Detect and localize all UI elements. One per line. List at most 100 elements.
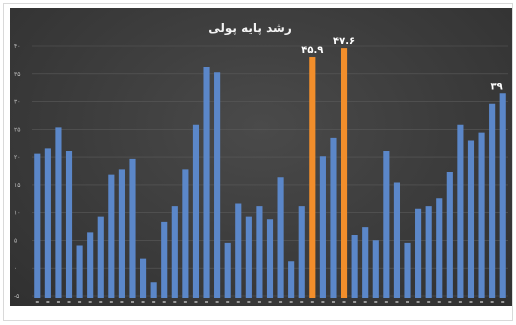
x-tick-mark (289, 301, 293, 303)
bar (256, 206, 263, 299)
x-tick-mark (395, 301, 399, 303)
y-tick-label: ۲۰ (14, 154, 20, 161)
bar (489, 103, 496, 298)
bar (129, 158, 136, 299)
data-label: ۳۹ (490, 81, 502, 92)
bar (140, 258, 147, 299)
bar (288, 261, 295, 298)
bar (446, 172, 453, 298)
x-axis-ticks (35, 301, 505, 303)
bar (393, 182, 401, 298)
y-tick-label: ۳۰ (14, 99, 20, 106)
x-tick-mark (437, 301, 441, 303)
bar (351, 235, 358, 298)
x-tick-mark (35, 301, 39, 303)
bar (319, 156, 326, 298)
bar-highlight (309, 57, 316, 298)
bar (362, 227, 369, 299)
bar (298, 206, 305, 299)
bar (467, 140, 475, 298)
bar (87, 232, 94, 299)
x-tick-mark (406, 301, 410, 303)
bar (97, 216, 104, 299)
x-tick-mark (109, 301, 113, 303)
bar (76, 245, 83, 298)
bar (425, 206, 432, 299)
x-tick-mark (363, 301, 367, 303)
x-tick-mark (448, 301, 452, 303)
x-tick-mark (226, 301, 230, 303)
x-tick-mark (374, 301, 378, 303)
x-tick-mark (257, 301, 261, 303)
y-tick-label: ۰ (14, 265, 17, 272)
bar (108, 174, 115, 299)
x-tick-mark (205, 301, 209, 303)
bar (436, 198, 443, 298)
chart-frame: رشد پایه پولی ۴۰ ۳۵ ۳۰ ۲۵ ۲۰ ۱۵ ۱۰ ۵ ۰ -۵ ۴۵.۹ ۴۷.… (3, 3, 513, 321)
bar (192, 124, 200, 298)
bar (277, 177, 284, 298)
y-tick-label: ۱۰ (14, 210, 20, 217)
y-tick-label: ۲۵ (14, 126, 20, 133)
bar (457, 124, 464, 298)
y-tick-label: -۵ (14, 293, 19, 300)
x-tick-mark (247, 301, 251, 303)
x-tick-mark (46, 301, 50, 303)
data-label: ۴۷.۶ (333, 36, 355, 47)
x-tick-mark (130, 301, 134, 303)
x-tick-mark (215, 301, 219, 303)
bar (415, 208, 422, 298)
x-tick-mark (268, 301, 272, 303)
bar (44, 148, 51, 299)
bar (404, 242, 411, 299)
x-tick-mark (236, 301, 240, 303)
x-tick-mark (384, 301, 388, 303)
y-tick-label: ۵ (14, 237, 17, 244)
chart-title: رشد پایه پولی (208, 21, 292, 36)
bar (182, 169, 189, 299)
x-tick-mark (353, 301, 357, 303)
bar (118, 169, 125, 299)
bar (499, 93, 506, 298)
x-tick-mark (88, 301, 92, 303)
bar-highlight (340, 48, 348, 298)
y-tick-label: ۳۵ (14, 71, 20, 78)
x-tick-mark (56, 301, 60, 303)
x-tick-mark (501, 301, 505, 303)
bar (150, 282, 157, 298)
money-base-growth-chart: رشد پایه پولی ۴۰ ۳۵ ۳۰ ۲۵ ۲۰ ۱۵ ۱۰ ۵ ۰ -۵ ۴۵.۹ ۴۷.… (14, 21, 508, 303)
bar (235, 203, 242, 298)
x-tick-mark (173, 301, 177, 303)
bar (330, 137, 337, 299)
x-tick-mark (67, 301, 71, 303)
x-tick-mark (310, 301, 314, 303)
chart-plot-area: رشد پایه پولی ۴۰ ۳۵ ۳۰ ۲۵ ۲۰ ۱۵ ۱۰ ۵ ۰ -۵ ۴۵.۹ ۴۷.… (10, 8, 512, 306)
x-tick-mark (152, 301, 156, 303)
x-tick-mark (416, 301, 420, 303)
bar (171, 206, 178, 299)
bar (203, 67, 210, 298)
x-tick-mark (342, 301, 346, 303)
bar (224, 242, 231, 299)
x-tick-mark (321, 301, 325, 303)
x-tick-mark (331, 301, 335, 303)
bar (478, 132, 485, 299)
x-tick-mark (120, 301, 124, 303)
x-tick-mark (458, 301, 462, 303)
x-tick-mark (469, 301, 473, 303)
bar (214, 72, 221, 298)
x-tick-mark (427, 301, 431, 303)
bar (55, 127, 62, 299)
x-tick-mark (78, 301, 82, 303)
bar (266, 219, 274, 298)
bar (245, 216, 252, 299)
y-tick-label: ۱۵ (14, 182, 20, 189)
x-tick-mark (490, 301, 494, 303)
bar (383, 151, 390, 298)
bar (34, 153, 41, 299)
x-tick-mark (194, 301, 198, 303)
bar (372, 240, 379, 298)
bars (34, 48, 506, 299)
x-tick-mark (141, 301, 145, 303)
bar (65, 151, 73, 298)
